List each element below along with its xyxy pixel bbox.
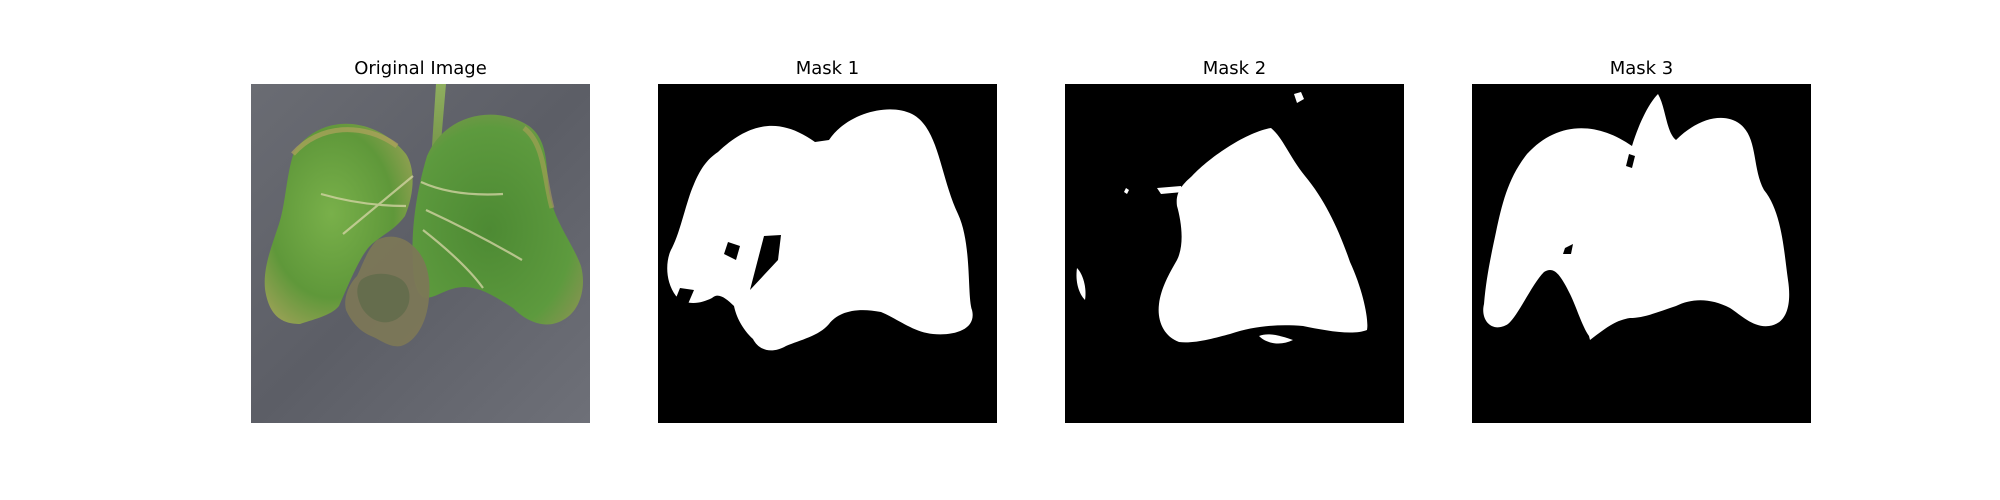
original-image-panel [251, 84, 590, 423]
mask-2-bottom-fragment [1259, 334, 1293, 344]
mask-3-foreground [1483, 94, 1790, 340]
mask-2-left-fragment [1076, 268, 1086, 300]
mask-1-small-hole [724, 242, 740, 260]
original-leaf-photo [251, 84, 590, 423]
left-leaf-lobe [264, 123, 413, 324]
mask-3-small-hole [1563, 244, 1573, 254]
mask-2-tiny-speck [1124, 188, 1129, 194]
mask-1-edge-hole [676, 288, 694, 304]
mask-1-title: Mask 1 [795, 58, 860, 79]
damaged-leaf-shadow [357, 273, 410, 323]
mask-3-panel [1472, 84, 1811, 423]
mask-3-top-hole [1626, 154, 1635, 168]
mask-2-image [1065, 84, 1404, 423]
mask-1-foreground [667, 109, 973, 351]
mask-2-top-speck [1294, 92, 1304, 103]
mask-2-panel [1065, 84, 1404, 423]
mask-3-title: Mask 3 [1609, 58, 1674, 79]
leaf-margin-yellow-right [522, 126, 555, 209]
mask-1-image [658, 84, 997, 423]
right-leaf-lobe [412, 114, 583, 325]
original-image-title: Original Image [354, 58, 487, 79]
mask-3-image [1472, 84, 1811, 423]
mask-2-left-streak [1157, 186, 1183, 194]
mask-2-title: Mask 2 [1202, 58, 1267, 79]
mask-1-panel [658, 84, 997, 423]
leaf-margin-yellow-left [291, 127, 399, 156]
leaf-veins [320, 175, 523, 289]
mask-2-foreground [1158, 128, 1368, 343]
mask-1-hole [750, 235, 781, 290]
